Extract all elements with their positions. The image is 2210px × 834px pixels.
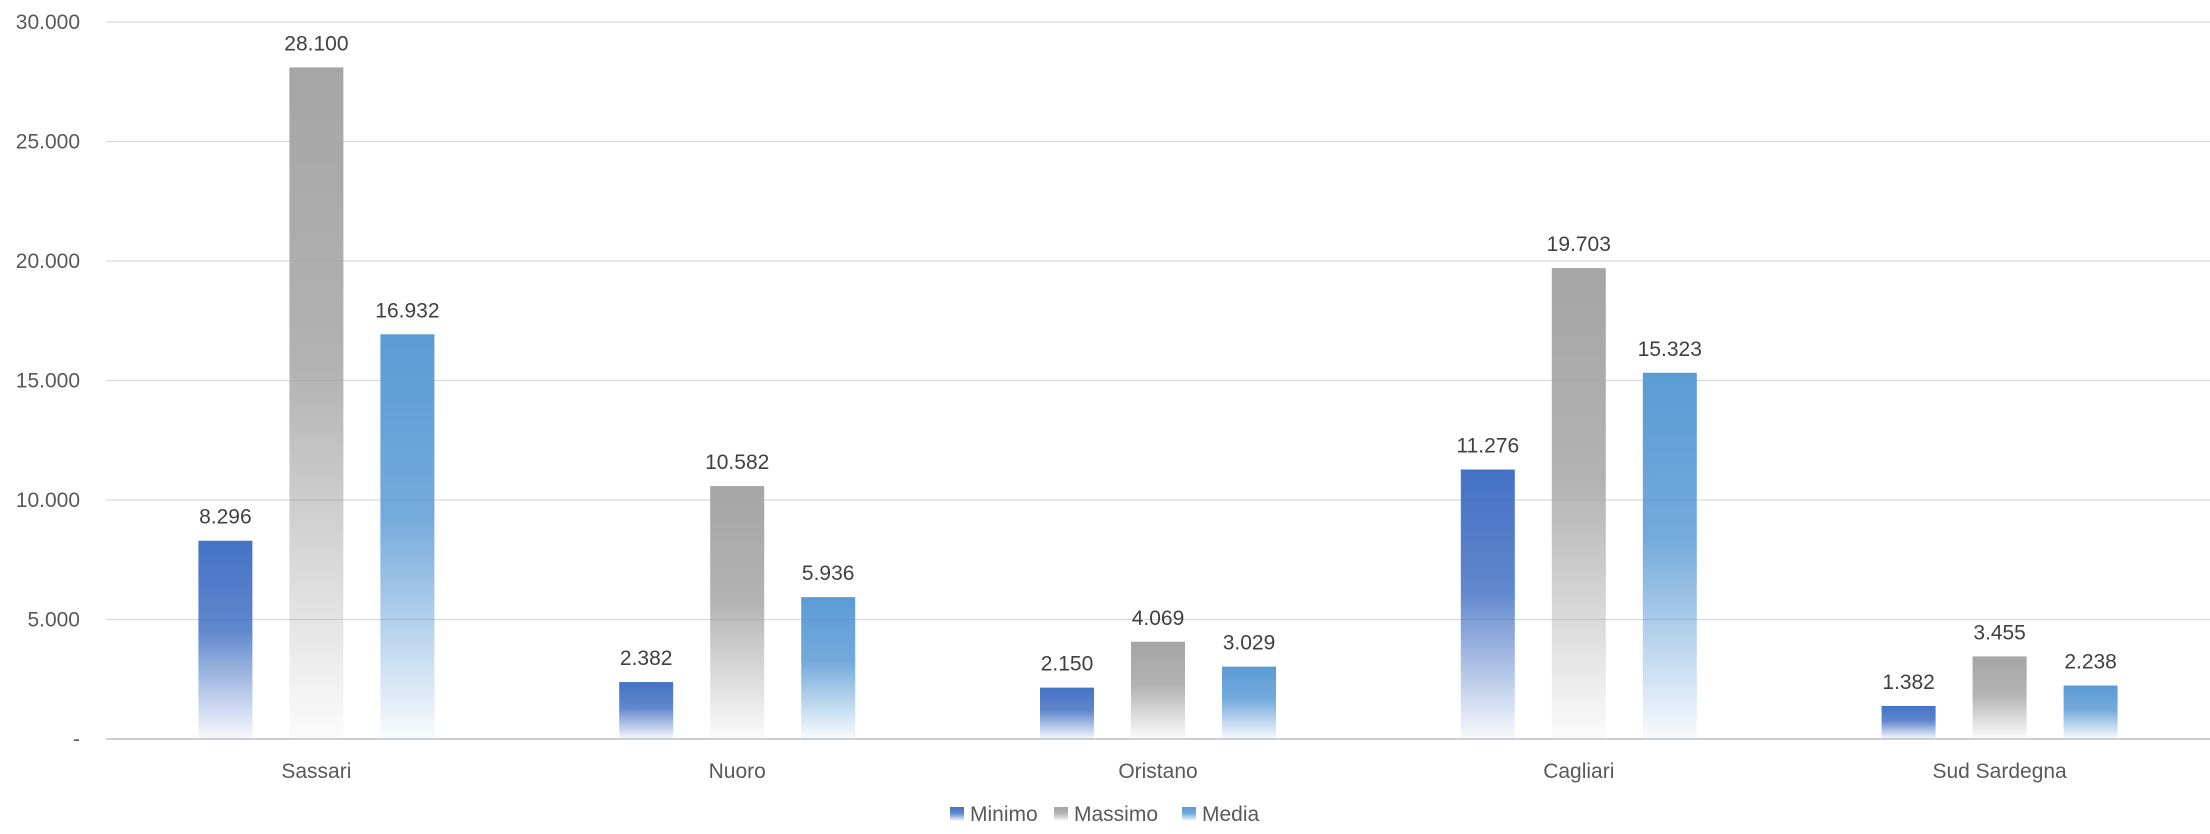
data-label: 10.582	[705, 451, 769, 474]
bar-massimo-sassari	[289, 67, 344, 739]
data-label: 8.296	[199, 506, 252, 529]
bar-media-sassari	[380, 334, 435, 739]
legend: Minimo Massimo Media	[950, 803, 1260, 826]
legend-label-massimo: Massimo	[1074, 803, 1158, 826]
y-tick-label: 15.000	[16, 370, 80, 393]
bar-minimo-cagliari	[1460, 469, 1515, 739]
data-labels: 8.296 28.100 16.932 2.382 10.582 5.936 2.150 4.…	[199, 32, 2117, 694]
x-category-label: Sud Sardegna	[1932, 760, 2067, 783]
data-label: 2.238	[2064, 651, 2117, 674]
data-label: 15.323	[1638, 338, 1702, 361]
data-label: 4.069	[1132, 607, 1185, 630]
x-category-label: Sassari	[281, 760, 351, 783]
data-label: 3.455	[1973, 621, 2026, 644]
legend-label-media: Media	[1202, 803, 1260, 826]
y-tick-label: 10.000	[16, 489, 80, 512]
bar-massimo-sud-sardegna	[1972, 656, 2027, 739]
data-label: 5.936	[802, 562, 855, 585]
bar-media-cagliari	[1642, 372, 1697, 739]
y-tick-label: 5.000	[27, 609, 80, 632]
bar-media-sud-sardegna	[2063, 685, 2118, 739]
bar-massimo-oristano	[1131, 641, 1185, 739]
x-category-label: Cagliari	[1543, 760, 1614, 783]
bar-media-nuoro	[801, 597, 856, 739]
data-label: 11.276	[1456, 435, 1519, 458]
bar-minimo-sassari	[198, 540, 253, 739]
legend-label-minimo: Minimo	[970, 803, 1038, 826]
y-tick-label: 20.000	[16, 250, 80, 273]
y-tick-label: 30.000	[16, 11, 80, 34]
data-label: 19.703	[1547, 233, 1611, 256]
data-label: 3.029	[1223, 632, 1276, 655]
bar-massimo-nuoro	[710, 486, 765, 739]
x-category-label: Nuoro	[709, 760, 766, 783]
y-tick-label: -	[73, 728, 80, 751]
bars	[198, 67, 2118, 739]
y-tick-label: 25.000	[16, 131, 80, 154]
data-label: 2.150	[1041, 653, 1094, 676]
bar-minimo-nuoro	[619, 682, 674, 739]
legend-swatch-massimo	[1054, 807, 1068, 821]
bar-minimo-oristano	[1040, 687, 1094, 739]
legend-swatch-minimo	[950, 807, 964, 821]
data-label: 2.382	[620, 647, 673, 670]
x-category-label: Oristano	[1118, 760, 1197, 783]
bar-minimo-sud-sardegna	[1881, 705, 1936, 739]
legend-swatch-media	[1182, 807, 1196, 821]
bar-media-oristano	[1222, 666, 1276, 739]
bar-massimo-cagliari	[1551, 268, 1606, 739]
x-axis-categories: Sassari Nuoro Oristano Cagliari Sud Sardegna	[281, 760, 2067, 783]
data-label: 1.382	[1882, 671, 1935, 694]
gridlines	[106, 21, 2210, 740]
data-label: 28.100	[284, 32, 348, 55]
y-axis-ticks: - 5.000 10.000 15.000 20.000 25.000 30.000	[16, 11, 80, 751]
data-label: 16.932	[375, 299, 439, 322]
